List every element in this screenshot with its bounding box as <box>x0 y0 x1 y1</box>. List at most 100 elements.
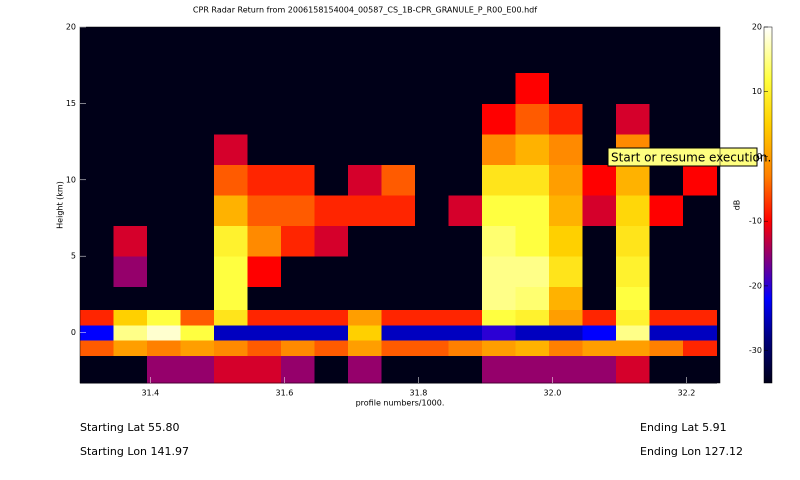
heatmap-cell <box>482 355 517 384</box>
heatmap-cell <box>381 355 416 384</box>
heatmap-cell <box>214 324 249 341</box>
heatmap-cell <box>683 355 718 384</box>
heatmap-cell <box>180 72 215 104</box>
heatmap-cell <box>180 103 215 135</box>
heatmap-cell <box>616 286 651 311</box>
heatmap-cell <box>582 286 617 311</box>
heatmap-cell <box>180 195 215 227</box>
heatmap-cell <box>180 133 215 166</box>
heatmap-cell <box>649 340 684 356</box>
heatmap-cell <box>247 256 282 288</box>
heatmap-cell <box>448 309 483 326</box>
heatmap-cell <box>314 355 349 384</box>
heatmap-cell <box>147 286 182 311</box>
heatmap-cell <box>147 103 182 135</box>
heatmap-cell <box>515 355 550 384</box>
heatmap-cell <box>214 256 249 288</box>
heatmap-cell <box>113 340 148 356</box>
heatmap-cell <box>515 133 550 166</box>
heatmap-cell <box>180 324 215 341</box>
heatmap-cell <box>247 286 282 311</box>
heatmap-cell <box>80 324 115 341</box>
heatmap-cell <box>147 256 182 288</box>
colorbar <box>763 26 773 384</box>
heatmap-cell <box>649 225 684 257</box>
heatmap-cell <box>381 164 416 196</box>
heatmap-cell <box>314 195 349 227</box>
heatmap-cell <box>214 72 249 104</box>
heatmap-cell <box>314 103 349 135</box>
heatmap-cell <box>381 286 416 311</box>
heatmap-cell <box>147 355 182 384</box>
heatmap-cell <box>113 133 148 166</box>
heatmap-cell <box>482 133 517 166</box>
heatmap-cell <box>147 72 182 104</box>
chart-title: CPR Radar Return from 2006158154004_0058… <box>193 6 537 15</box>
heatmap-cell <box>515 340 550 356</box>
heatmap-cell <box>281 133 316 166</box>
heatmap-cell <box>314 225 349 257</box>
heatmap-cell <box>80 355 115 384</box>
heatmap-cell <box>113 309 148 326</box>
x-tick-label: 31.8 <box>410 389 428 398</box>
heatmap-cell <box>348 133 383 166</box>
heatmap-cell <box>415 195 450 227</box>
heatmap-cell <box>281 286 316 311</box>
heatmap-cell <box>247 309 282 326</box>
heatmap-cell <box>515 103 550 135</box>
heatmap-cell <box>683 324 718 341</box>
heatmap-cell <box>448 72 483 104</box>
heatmap-cell <box>214 340 249 356</box>
heatmap-cell <box>80 225 115 257</box>
heatmap-cell <box>281 340 316 356</box>
heatmap-cell <box>348 340 383 356</box>
heatmap-cell <box>180 286 215 311</box>
heatmap-cell <box>649 355 684 384</box>
heatmap-cell <box>147 324 182 341</box>
heatmap-cell <box>348 195 383 227</box>
heatmap-cell <box>415 324 450 341</box>
heatmap-cell <box>348 324 383 341</box>
heatmap-cell <box>448 324 483 341</box>
heatmap-cell <box>247 103 282 135</box>
heatmap-cell <box>113 286 148 311</box>
heatmap-cell <box>180 340 215 356</box>
heatmap-cell <box>549 133 584 166</box>
heatmap-cell <box>482 324 517 341</box>
heatmap-cell <box>180 225 215 257</box>
heatmap-cell <box>415 103 450 135</box>
heatmap-cell <box>314 133 349 166</box>
heatmap-cell <box>281 72 316 104</box>
heatmap-cell <box>683 72 718 104</box>
heatmap-cell <box>80 286 115 311</box>
heatmap-cell <box>247 340 282 356</box>
heatmap-cell <box>515 72 550 104</box>
heatmap-cell <box>314 72 349 104</box>
heatmap-cell <box>649 286 684 311</box>
heatmap-cell <box>147 133 182 166</box>
heatmap-cell <box>113 103 148 135</box>
heatmap-cell <box>549 72 584 104</box>
heatmap-cell <box>80 256 115 288</box>
heatmap-cell <box>683 286 718 311</box>
heatmap-cell <box>314 324 349 341</box>
y-tick-label: 5 <box>71 252 76 261</box>
heatmap-cell <box>616 324 651 341</box>
heatmap-cell <box>415 286 450 311</box>
heatmap <box>80 72 718 384</box>
y-tick-label: 20 <box>66 23 76 32</box>
heatmap-cell <box>214 133 249 166</box>
heatmap-cell <box>582 103 617 135</box>
heatmap-cell <box>281 309 316 326</box>
heatmap-cell <box>415 225 450 257</box>
heatmap-cell <box>482 286 517 311</box>
heatmap-cell <box>515 286 550 311</box>
plot-frame <box>79 26 721 384</box>
heatmap-cell <box>683 164 718 196</box>
heatmap-cell <box>649 164 684 196</box>
x-axis-label: profile numbers/1000. <box>356 399 445 408</box>
heatmap-cell <box>683 103 718 135</box>
heatmap-cell <box>683 195 718 227</box>
heatmap-cell <box>214 355 249 384</box>
